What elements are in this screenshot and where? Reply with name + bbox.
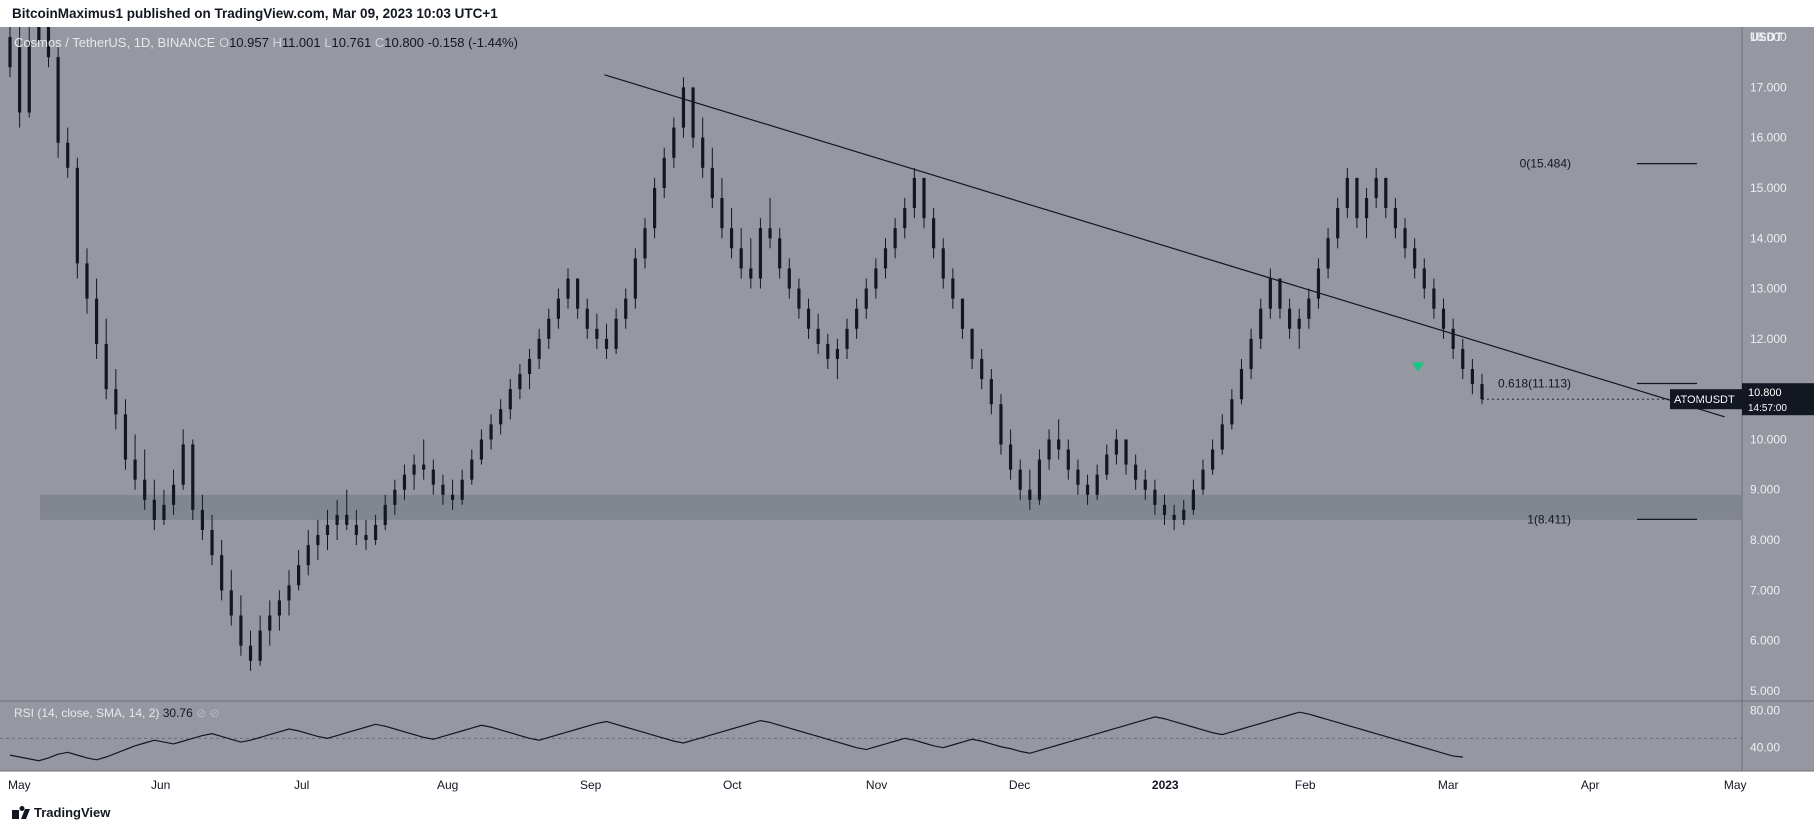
svg-text:May: May bbox=[1724, 778, 1747, 792]
svg-text:14:57:00: 14:57:00 bbox=[1748, 403, 1787, 414]
footer: TradingView bbox=[0, 797, 1814, 823]
svg-text:Aug: Aug bbox=[437, 778, 458, 792]
svg-text:15.000: 15.000 bbox=[1750, 181, 1787, 195]
svg-text:17.000: 17.000 bbox=[1750, 80, 1787, 94]
svg-text:9.000: 9.000 bbox=[1750, 483, 1780, 497]
svg-text:Apr: Apr bbox=[1581, 778, 1600, 792]
svg-text:5.000: 5.000 bbox=[1750, 684, 1780, 698]
svg-text:Oct: Oct bbox=[723, 778, 742, 792]
svg-text:Sep: Sep bbox=[580, 778, 602, 792]
svg-text:8.000: 8.000 bbox=[1750, 533, 1780, 547]
svg-text:7.000: 7.000 bbox=[1750, 583, 1780, 597]
svg-text:Nov: Nov bbox=[866, 778, 887, 792]
svg-text:14.000: 14.000 bbox=[1750, 231, 1787, 245]
svg-text:USDT: USDT bbox=[1750, 30, 1783, 44]
chart-svg[interactable]: 5.0006.0007.0008.0009.00010.00011.00012.… bbox=[0, 27, 1814, 797]
svg-text:80.00: 80.00 bbox=[1750, 703, 1780, 717]
svg-text:2023: 2023 bbox=[1152, 778, 1179, 792]
svg-text:6.000: 6.000 bbox=[1750, 634, 1780, 648]
svg-text:0.618(11.113): 0.618(11.113) bbox=[1498, 376, 1571, 390]
svg-text:0(15.484): 0(15.484) bbox=[1520, 157, 1571, 171]
footer-brand: TradingView bbox=[34, 805, 110, 820]
svg-text:Cosmos / TetherUS, 1D, BINANCE: Cosmos / TetherUS, 1D, BINANCE O10.957 H… bbox=[14, 35, 518, 50]
publish-header: BitcoinMaximus1 published on TradingView… bbox=[0, 0, 1814, 27]
svg-text:Mar: Mar bbox=[1438, 778, 1459, 792]
svg-text:10.000: 10.000 bbox=[1750, 432, 1787, 446]
svg-text:RSI (14, close, SMA, 14, 2) 3: RSI (14, close, SMA, 14, 2) 30.76 ⊘ ⊘ bbox=[14, 706, 220, 720]
svg-text:ATOMUSDT: ATOMUSDT bbox=[1674, 394, 1735, 406]
svg-text:12.000: 12.000 bbox=[1750, 332, 1787, 346]
svg-text:1(8.411): 1(8.411) bbox=[1527, 512, 1571, 526]
chart-container[interactable]: 5.0006.0007.0008.0009.00010.00011.00012.… bbox=[0, 27, 1814, 797]
svg-text:Feb: Feb bbox=[1295, 778, 1316, 792]
svg-text:16.000: 16.000 bbox=[1750, 131, 1787, 145]
svg-text:13.000: 13.000 bbox=[1750, 282, 1787, 296]
svg-text:Jun: Jun bbox=[151, 778, 170, 792]
svg-text:Jul: Jul bbox=[294, 778, 309, 792]
tradingview-logo-icon bbox=[12, 806, 30, 820]
svg-text:May: May bbox=[8, 778, 31, 792]
svg-text:Dec: Dec bbox=[1009, 778, 1030, 792]
svg-text:10.800: 10.800 bbox=[1748, 387, 1782, 399]
header-text: BitcoinMaximus1 published on TradingView… bbox=[12, 6, 498, 21]
svg-text:40.00: 40.00 bbox=[1750, 741, 1780, 755]
